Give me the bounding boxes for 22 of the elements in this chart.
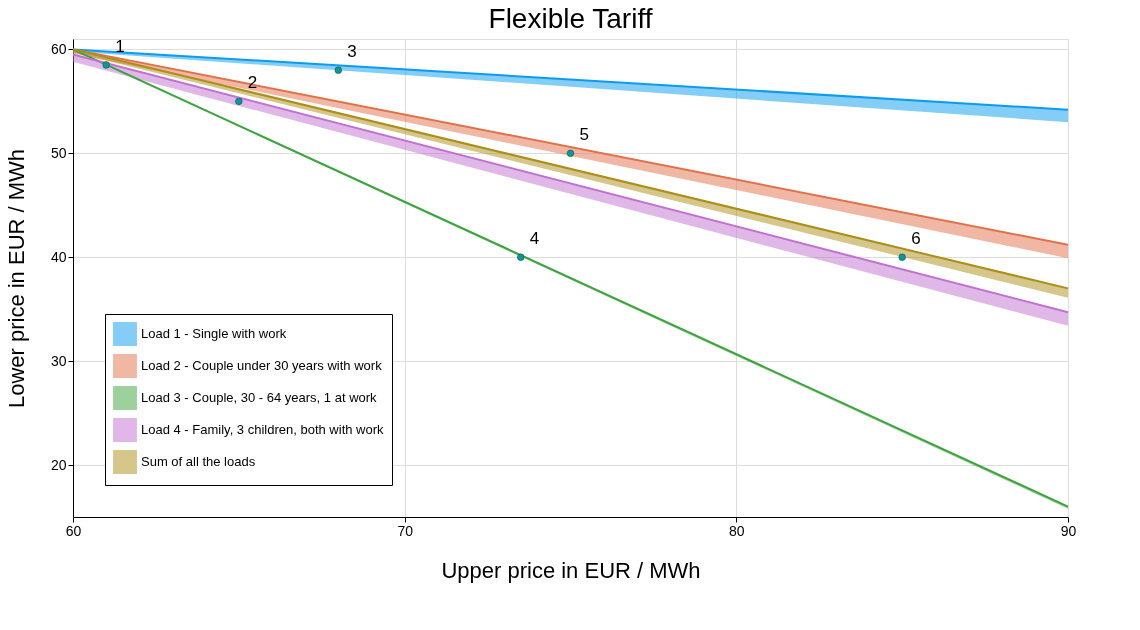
x-tick-label: 90 xyxy=(1060,522,1077,539)
legend-label: Load 3 - Couple, 30 - 64 years, 1 at work xyxy=(141,390,378,405)
chart-title: Flexible Tariff xyxy=(488,2,653,34)
y-tick-label: 60 xyxy=(50,40,67,57)
x-tick-label: 80 xyxy=(729,522,745,539)
x-tick-label: 60 xyxy=(65,522,82,539)
annotation: 3 xyxy=(347,42,357,62)
legend-label: Load 4 - Family, 3 children, both with work xyxy=(141,422,385,437)
x-tick-label: 70 xyxy=(397,522,414,539)
annotation: 5 xyxy=(579,125,589,145)
annotation: 2 xyxy=(247,73,258,93)
annotation: 6 xyxy=(911,229,921,249)
legend-label: Sum of all the loads xyxy=(141,454,256,469)
y-tick-label: 30 xyxy=(50,352,67,369)
annotation: 4 xyxy=(529,229,540,249)
legend-label: Load 1 - Single with work xyxy=(141,326,287,341)
y-axis-title: Lower price in EUR / MWh xyxy=(3,148,29,409)
legend-label: Load 2 - Couple under 30 years with work xyxy=(141,358,383,373)
x-axis-title: Upper price in EUR / MWh xyxy=(441,557,701,583)
y-tick-label: 50 xyxy=(50,144,67,161)
y-tick-label: 20 xyxy=(50,456,67,473)
y-tick-label: 40 xyxy=(50,248,67,265)
